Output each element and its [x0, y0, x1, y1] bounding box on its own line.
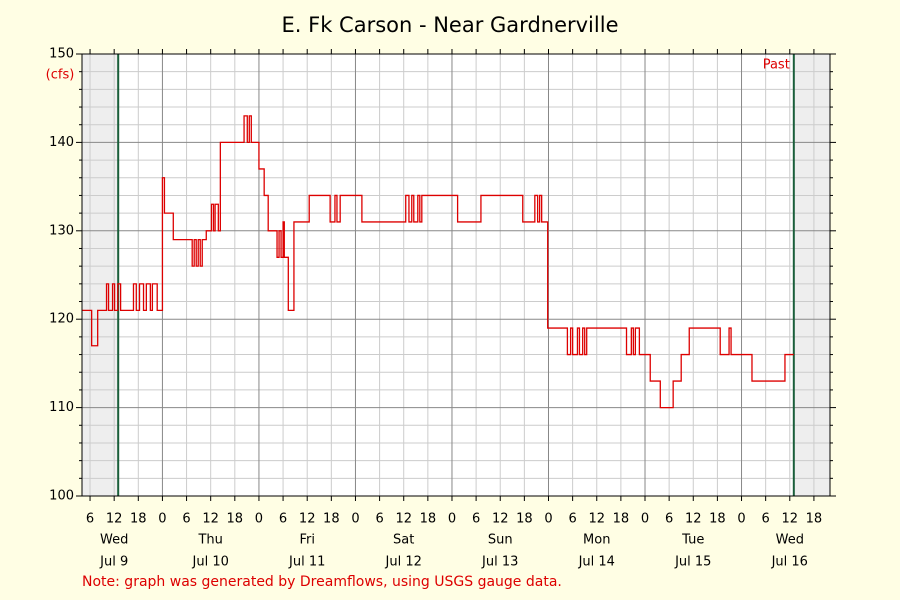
- x-tick-label: 0: [544, 512, 552, 527]
- x-tick-label: 6: [279, 512, 287, 527]
- annotation: Past: [763, 58, 790, 73]
- day-label: Thu: [197, 533, 222, 548]
- y-tick-label: 130: [49, 223, 74, 238]
- x-tick-label: 6: [182, 512, 190, 527]
- y-tick-label: 100: [49, 489, 74, 504]
- x-tick-label: 6: [665, 512, 673, 527]
- date-label: Jul 12: [385, 555, 422, 570]
- y-axis-label: (cfs): [46, 68, 75, 83]
- y-tick-label: 110: [49, 400, 74, 415]
- date-label: Jul 14: [578, 555, 615, 570]
- y-tick-label: 150: [49, 47, 74, 62]
- x-tick-label: 18: [613, 512, 630, 527]
- x-tick-label: 18: [130, 512, 147, 527]
- x-tick-label: 12: [492, 512, 509, 527]
- date-label: Jul 9: [99, 555, 128, 570]
- chart-title: E. Fk Carson - Near Gardnerville: [282, 13, 619, 37]
- date-label: Jul 13: [481, 555, 518, 570]
- x-tick-label: 18: [420, 512, 437, 527]
- date-label: Jul 11: [288, 555, 325, 570]
- x-tick-label: 0: [255, 512, 263, 527]
- x-tick-label: 12: [202, 512, 219, 527]
- x-tick-label: 12: [106, 512, 123, 527]
- day-label: Sat: [393, 533, 414, 548]
- x-tick-label: 18: [709, 512, 726, 527]
- flow-line: [82, 115, 794, 409]
- day-label: Fri: [299, 533, 315, 548]
- x-tick-label: 6: [375, 512, 383, 527]
- shade-left: [82, 54, 119, 496]
- x-tick-label: 18: [323, 512, 340, 527]
- date-label: Jul 16: [771, 555, 808, 570]
- day-label: Tue: [681, 533, 704, 548]
- y-tick-label: 120: [49, 312, 74, 327]
- date-label: Jul 10: [192, 555, 229, 570]
- day-label: Sun: [488, 533, 513, 548]
- x-tick-label: 12: [395, 512, 412, 527]
- day-label: Wed: [100, 533, 128, 548]
- x-tick-label: 6: [568, 512, 576, 527]
- x-tick-label: 0: [737, 512, 745, 527]
- x-tick-label: 0: [158, 512, 166, 527]
- plot-frame: [81, 53, 831, 497]
- x-tick-label: 12: [782, 512, 799, 527]
- x-tick-label: 18: [806, 512, 823, 527]
- x-tick-label: 12: [685, 512, 702, 527]
- x-tick-label: 0: [641, 512, 649, 527]
- x-tick-label: 0: [448, 512, 456, 527]
- note: Note: graph was generated by Dreamflows,…: [82, 574, 562, 590]
- x-tick-label: 12: [299, 512, 316, 527]
- x-tick-label: 6: [472, 512, 480, 527]
- shade-right: [793, 54, 830, 496]
- x-tick-label: 18: [227, 512, 244, 527]
- x-tick-label: 6: [86, 512, 94, 527]
- day-label: Wed: [776, 533, 804, 548]
- x-tick-label: 0: [351, 512, 359, 527]
- plot-area: [82, 54, 830, 496]
- x-tick-label: 6: [762, 512, 770, 527]
- x-tick-label: 18: [516, 512, 533, 527]
- date-label: Jul 15: [674, 555, 711, 570]
- day-label: Mon: [583, 533, 610, 548]
- x-tick-label: 12: [588, 512, 605, 527]
- y-tick-label: 140: [49, 135, 74, 150]
